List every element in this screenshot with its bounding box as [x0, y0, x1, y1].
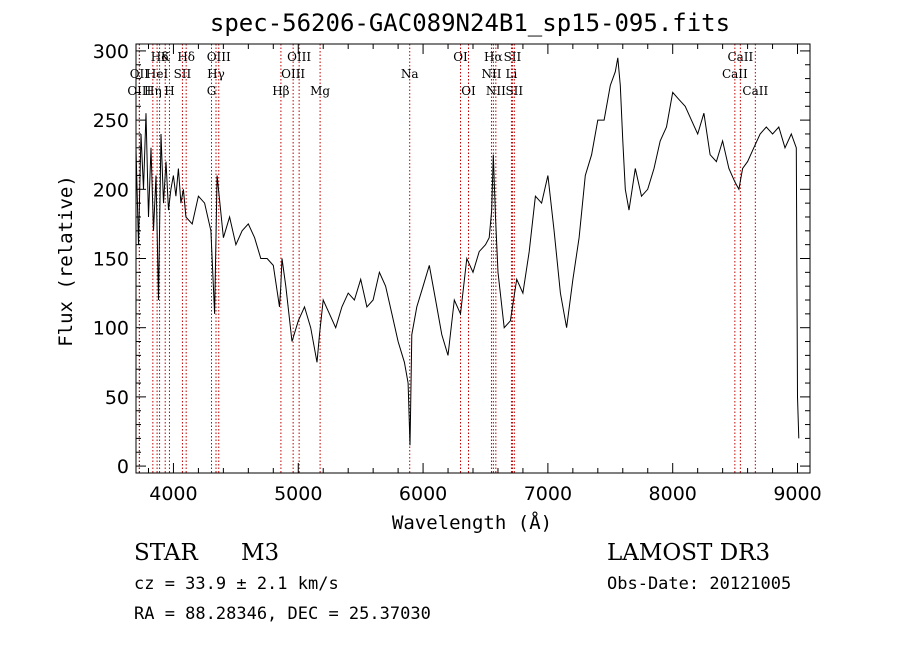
plot-frame	[135, 43, 811, 474]
observation-date: Obs-Date: 20121005	[607, 574, 791, 594]
y-tick-label: 300	[93, 41, 129, 63]
x-tick-label: 4000	[149, 483, 197, 505]
line-marker-label: OI	[453, 50, 468, 64]
redshift-readout: cz = 33.9 ± 2.1 km/s	[134, 574, 339, 594]
line-marker-label: OIII	[207, 50, 231, 64]
x-tick-label: 6000	[399, 483, 447, 505]
y-tick-label: 250	[93, 110, 129, 132]
line-marker-label: Hδ	[177, 50, 195, 64]
y-axis-ticks: 0 50 100 150 200 250 300	[93, 41, 810, 478]
spectrum-line	[135, 57, 800, 446]
line-marker-label: NII	[486, 84, 506, 98]
x-tick-label: 8000	[649, 483, 697, 505]
x-tick-label: 5000	[274, 483, 322, 505]
chart-title: spec-56206-GAC089N24B1_sp15-095.fits	[210, 9, 730, 37]
line-marker-label: Li	[506, 67, 518, 81]
survey-name: LAMOST DR3	[607, 540, 770, 566]
line-marker-label: OI	[461, 84, 476, 98]
object-type: STAR	[134, 540, 198, 566]
x-tick-label: 9000	[773, 483, 821, 505]
y-tick-label: 50	[105, 387, 129, 409]
x-axis-label: Wavelength (Å)	[392, 511, 552, 534]
coordinates: RA = 88.28346, DEC = 25.37030	[134, 604, 431, 624]
line-marker-label: H	[164, 84, 174, 98]
line-marker-label: OIII	[127, 84, 151, 98]
line-marker-label: Hβ	[272, 84, 289, 98]
line-marker-label: K	[161, 50, 171, 64]
y-tick-label: 100	[93, 318, 129, 340]
y-axis-label: Flux (relative)	[55, 175, 77, 347]
line-marker-label: CaII	[722, 67, 748, 81]
line-marker-label: CaII	[742, 84, 768, 98]
line-marker-label: G	[207, 84, 217, 98]
line-marker-label: OIII	[287, 50, 311, 64]
line-marker-label: HeI	[146, 67, 169, 81]
line-marker-label: SII	[504, 50, 522, 64]
line-marker-label: Mg	[310, 84, 330, 98]
line-markers	[138, 44, 756, 473]
spectral-subclass: M3	[241, 540, 279, 566]
line-marker-label: Hδ	[151, 50, 169, 64]
line-marker-label: Hη	[144, 84, 162, 98]
y-tick-label: 0	[117, 456, 129, 478]
line-marker-label: OIII	[281, 67, 305, 81]
x-axis-ticks: 4000 5000 6000 7000 8000 9000	[147, 44, 822, 505]
line-marker-label: SII	[174, 67, 192, 81]
line-marker-label: NII	[481, 67, 501, 81]
line-marker-label: Na	[401, 67, 419, 81]
line-marker-label: SII	[505, 84, 523, 98]
line-marker-label: Hγ	[207, 67, 225, 81]
x-tick-label: 7000	[524, 483, 572, 505]
y-tick-label: 200	[93, 179, 129, 201]
y-tick-label: 150	[93, 249, 129, 271]
line-marker-label: OII	[130, 67, 150, 81]
line-marker-label: Hα	[484, 50, 503, 64]
line-marker-label: CaII	[727, 50, 753, 64]
